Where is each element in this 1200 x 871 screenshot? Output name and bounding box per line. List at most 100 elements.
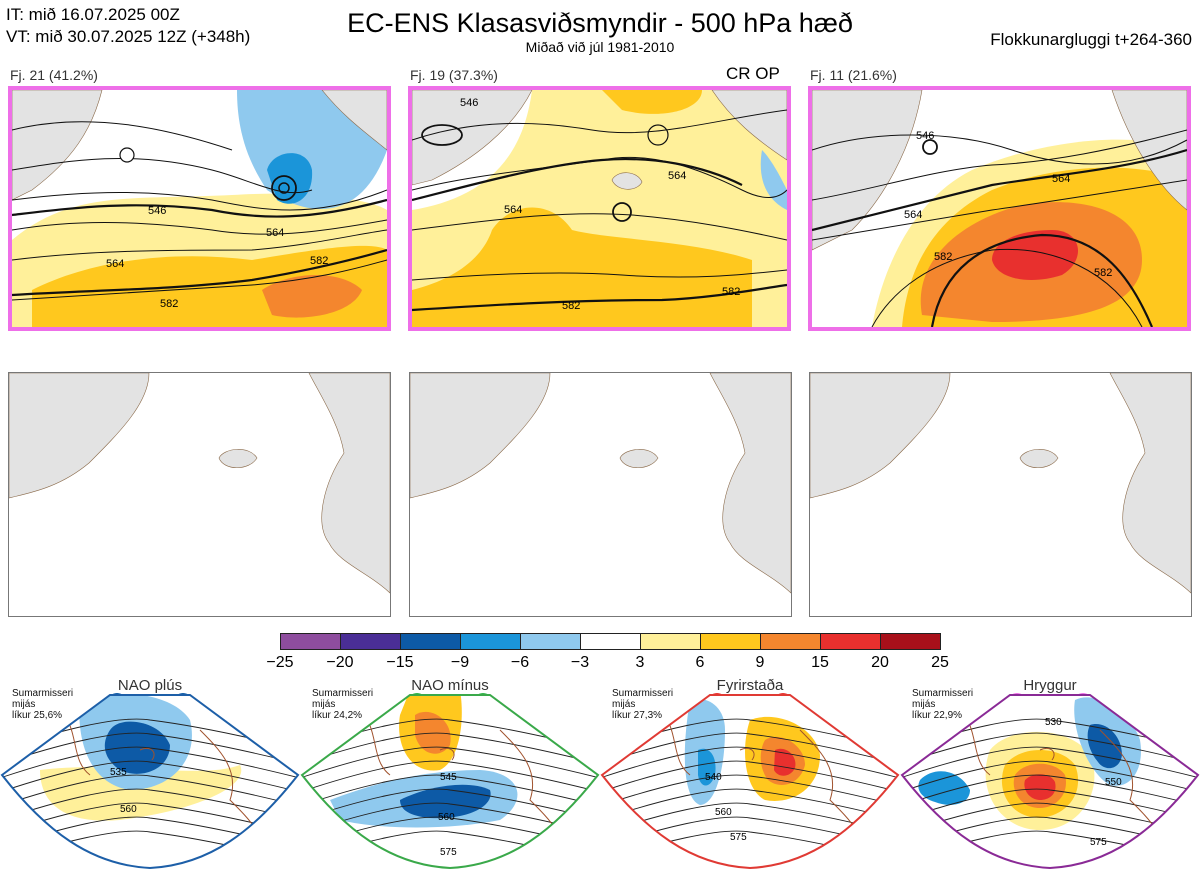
colorbar-swatch	[640, 633, 701, 650]
regime-name: Fyrirstaða	[716, 677, 784, 694]
contour-label-564: 564	[106, 258, 124, 270]
regime-info: Sumarmisseri mijás líkur 22,9%	[912, 688, 973, 721]
regime-info-line: líkur 27,3%	[612, 710, 663, 721]
regime-contour-label: 530	[1045, 717, 1062, 728]
contour-label-564: 564	[904, 209, 922, 221]
regime-anomaly	[918, 771, 970, 805]
cluster-2-map[interactable]: 546 564 564 582 582	[408, 86, 791, 331]
regime-info-line: mijás	[12, 699, 36, 710]
colorbar-swatch	[700, 633, 761, 650]
regime-info: Sumarmisseri mijás líkur 24,2%	[312, 688, 373, 721]
regime-info-line: Sumarmisseri	[12, 688, 74, 699]
cluster-3-map[interactable]: 546 564 564 582 582	[808, 86, 1191, 331]
land-scandinavia	[1111, 90, 1187, 211]
regime-info-line: líkur 24,2%	[312, 710, 363, 721]
empty-map-2	[409, 372, 792, 617]
regime-info-line: mijás	[912, 699, 936, 710]
regime-contour-label: 545	[440, 772, 457, 783]
regime-contour-label: 575	[440, 847, 457, 858]
contour-label-582: 582	[160, 298, 178, 310]
vt-line: VT: mið 30.07.2025 12Z (+348h)	[6, 27, 251, 46]
contour-label-564b: 564	[1052, 173, 1070, 185]
contour-label-582b: 582	[722, 286, 740, 298]
regime-info-line: mijás	[312, 699, 336, 710]
regime-info-line: mijás	[612, 699, 636, 710]
colorbar-tick-label: −6	[510, 654, 530, 671]
cr-op-marker: CR OP	[726, 64, 780, 83]
colorbar-tick-label: −20	[326, 654, 354, 671]
regime-name: NAO mínus	[411, 677, 489, 694]
colorbar-tick-label: −3	[570, 654, 590, 671]
anomaly-positive-peak	[992, 230, 1079, 280]
land-greenland	[812, 90, 923, 251]
cluster-1-map[interactable]: 546 564 582 564 582	[8, 86, 391, 331]
regime-anomaly	[698, 748, 716, 786]
regime-anomaly	[400, 784, 491, 819]
land-scandinavia	[321, 90, 387, 151]
regime-info-line: Sumarmisseri	[612, 688, 674, 699]
contour-label-564: 564	[504, 204, 522, 216]
anomaly-positive-mid	[412, 207, 752, 327]
regime-anomaly	[774, 748, 796, 776]
header-info: IT: mið 16.07.2025 00Z VT: mið 30.07.202…	[6, 4, 250, 48]
regime-info-line: Sumarmisseri	[912, 688, 974, 699]
regime-name: Hryggur	[1023, 677, 1077, 694]
regime-info-line: Sumarmisseri	[312, 688, 374, 699]
colorbar-tick-label: −25	[266, 654, 294, 671]
regime-name: NAO plús	[117, 677, 183, 694]
colorbar-tick-label: 20	[871, 654, 889, 671]
regime-contour-label: 540	[705, 772, 722, 783]
contour-label-582b: 582	[1094, 267, 1112, 279]
regime-anomaly	[1024, 774, 1056, 800]
colorbar-swatch	[340, 633, 401, 650]
regime-map: 540 560 575	[600, 694, 900, 870]
land-greenland	[12, 90, 103, 201]
regime-map: 530 550 575	[900, 694, 1200, 870]
colorbar-tick-label: 15	[811, 654, 829, 671]
contour-label-564b: 564	[668, 170, 686, 182]
colorbar-swatch	[280, 633, 341, 650]
contour-label-546: 546	[460, 97, 478, 109]
colorbar-swatch	[880, 633, 941, 650]
regime-contour-label: 575	[1090, 837, 1107, 848]
colorbar-tick-label: −15	[386, 654, 414, 671]
regime-contour-label: 560	[438, 812, 455, 823]
regime-contour-label: 550	[1105, 777, 1122, 788]
contour-label-582b: 582	[310, 255, 328, 267]
regime-contour-label: 560	[715, 807, 732, 818]
regime-info-line: líkur 22,9%	[912, 710, 963, 721]
colorbar-tick-label: −9	[450, 654, 470, 671]
cluster-2-label: Fj. 19 (37.3%)	[410, 67, 498, 83]
cluster-3-label: Fj. 11 (21.6%)	[810, 67, 897, 83]
regime-contour-label: 560	[120, 804, 137, 815]
anomaly-positive-mid-north	[602, 90, 702, 114]
cluster-1-label: Fj. 21 (41.2%)	[10, 67, 98, 83]
empty-map-3	[809, 372, 1192, 617]
regime-info: Sumarmisseri mijás líkur 25,6%	[12, 688, 73, 721]
contour-label-582: 582	[562, 300, 580, 312]
colorbar-swatch	[760, 633, 821, 650]
window-label: Flokkunargluggi t+264-360	[990, 30, 1192, 49]
contour-label-546: 546	[148, 205, 166, 217]
colorbar-tick-label: 6	[695, 654, 705, 671]
land-greenland	[412, 90, 533, 186]
colorbar-swatch	[520, 633, 581, 650]
colorbar-swatch	[400, 633, 461, 650]
regime-anomaly	[1087, 724, 1122, 769]
it-line: IT: mið 16.07.2025 00Z	[6, 5, 180, 24]
empty-map-1	[8, 372, 391, 617]
regime-info: Sumarmisseri mijás líkur 27,3%	[612, 688, 673, 721]
regime-info-line: líkur 25,6%	[12, 710, 63, 721]
regime-map: 535 560	[0, 694, 300, 870]
page-subtitle: Miðað við júl 1981-2010	[525, 39, 675, 55]
regime-anomaly	[40, 765, 242, 821]
regime-contour-label: 575	[730, 832, 747, 843]
colorbar-swatch	[820, 633, 881, 650]
colorbar-swatch	[580, 633, 641, 650]
colorbar-tick-label: 9	[755, 654, 765, 671]
anomaly-positive-high	[262, 275, 362, 318]
page-title: EC-ENS Klasasviðsmyndir - 500 hPa hæð	[347, 8, 853, 38]
land-scandinavia	[711, 90, 787, 161]
contour-label-546: 546	[916, 130, 934, 142]
land-iceland	[611, 172, 643, 190]
